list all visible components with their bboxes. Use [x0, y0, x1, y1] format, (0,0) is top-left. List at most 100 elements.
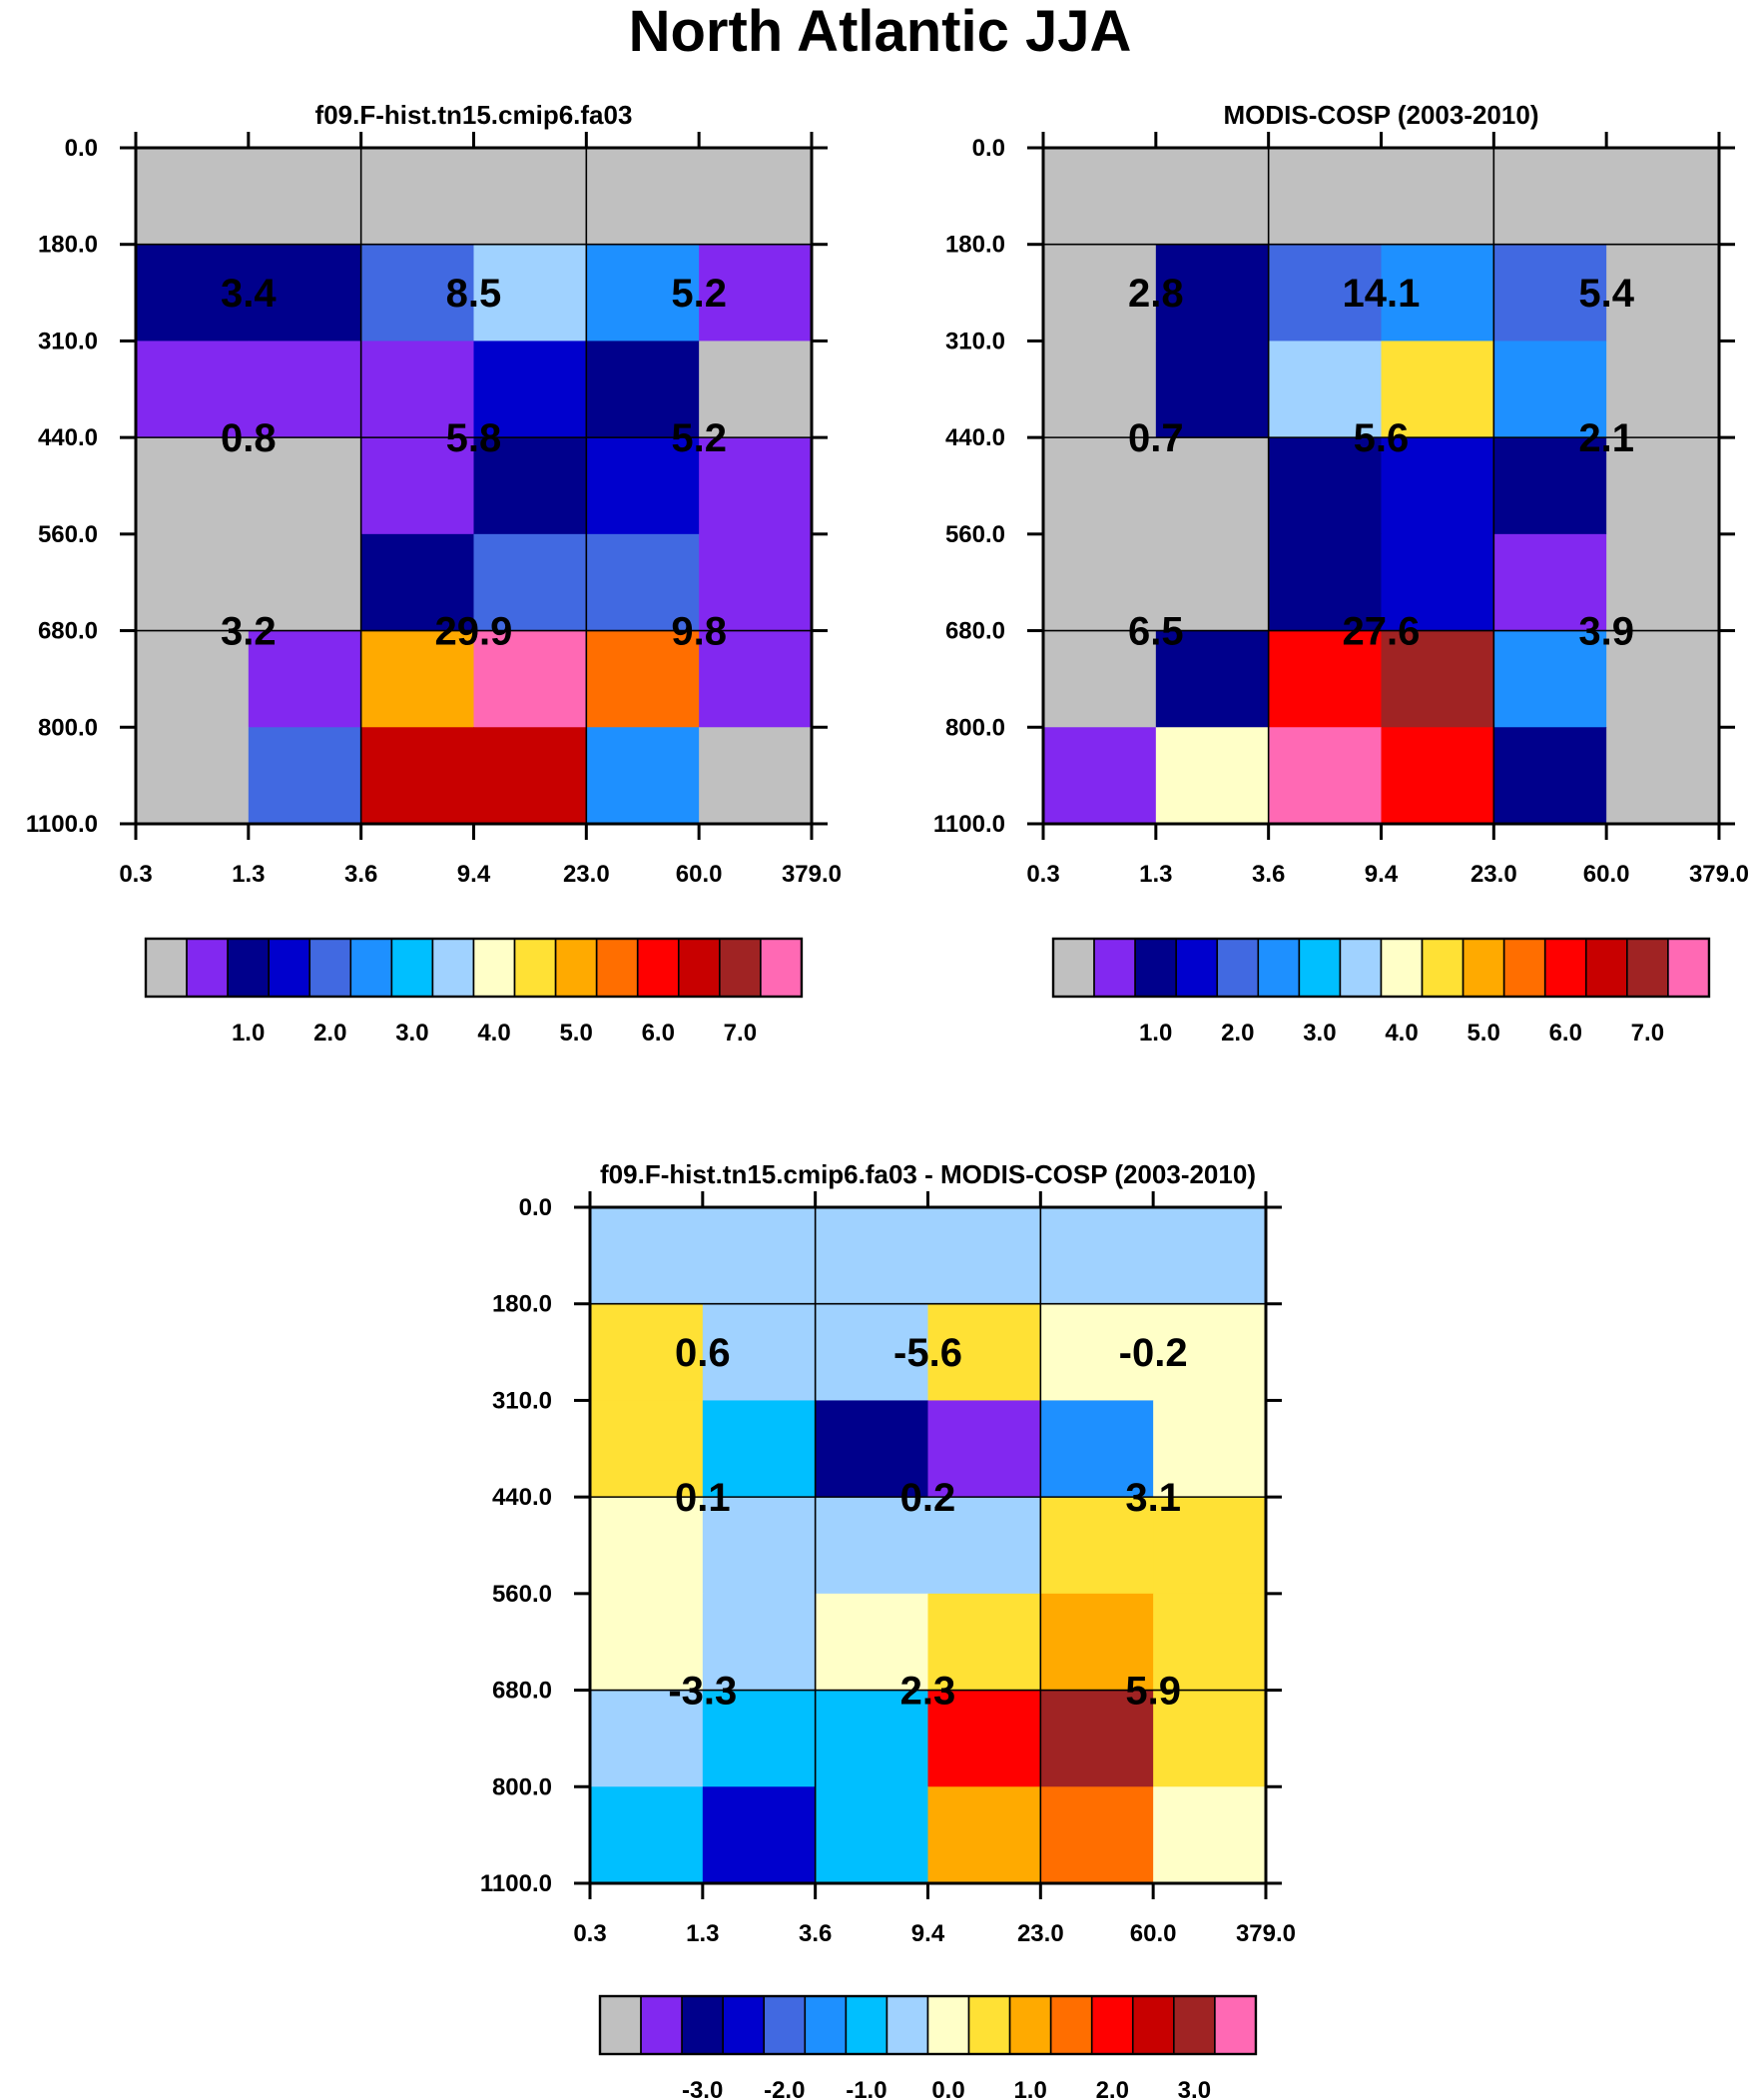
heatmap-cell [927, 1207, 1041, 1305]
heatmap-cell [1493, 727, 1607, 825]
heatmap-cell [1493, 341, 1607, 438]
heatmap-cell [1493, 148, 1607, 246]
colorbar-label: -1.0 [846, 2077, 886, 2100]
summary-value: -0.2 [1119, 1331, 1188, 1375]
summary-value: 2.3 [900, 1670, 956, 1714]
summary-value: 8.5 [446, 272, 502, 316]
y-tick-label: 310.0 [945, 328, 1005, 354]
heatmap-cell [1043, 533, 1157, 632]
heatmap-cell [586, 148, 700, 246]
heatmap-cell [927, 1593, 1041, 1692]
y-tick-label: 560.0 [945, 521, 1005, 548]
heatmap-cell [473, 727, 587, 825]
heatmap-cell [927, 1690, 1041, 1787]
colorbar: -3.0 -2.0 -1.0 0.0 1.0 2.0 3.0 [598, 1994, 1258, 2100]
x-tick-label: 379.0 [1236, 1920, 1296, 1947]
heatmap-cell [586, 341, 700, 438]
colorbar-swatch [1257, 938, 1301, 998]
heatmap-cell [927, 1400, 1041, 1498]
colorbar-label: 6.0 [642, 1020, 675, 1047]
heatmap-cell [815, 1593, 929, 1692]
heatmap-cell [1381, 630, 1494, 728]
heatmap-cell [360, 341, 475, 438]
x-tick-label: 379.0 [1689, 861, 1749, 888]
x-tick-label: 0.3 [1026, 861, 1059, 888]
heatmap-cell [1381, 148, 1494, 246]
heatmap-cell [136, 533, 250, 632]
x-tick-label: 9.4 [911, 1920, 945, 1947]
heatmap-cell [586, 727, 700, 825]
colorbar-swatch [186, 938, 229, 998]
colorbar: 1.0 2.0 3.0 4.0 5.0 6.0 7.0 [1051, 937, 1711, 1047]
x-tick-label: 3.6 [344, 861, 377, 888]
heatmap-cell [702, 1690, 817, 1787]
y-tick-label: 560.0 [38, 521, 98, 548]
heatmap-cell [1493, 437, 1607, 535]
heatmap-cell [702, 1497, 817, 1595]
heatmap-cell [1493, 630, 1607, 728]
heatmap-cell [1043, 341, 1157, 438]
colorbar-frame [1051, 937, 1711, 999]
summary-value: 0.1 [675, 1476, 731, 1520]
heatmap-panel-3: f09.F-hist.tn15.cmip6.fa03 - MODIS-COSP … [480, 1159, 1296, 2100]
colorbar-swatch [1052, 938, 1095, 998]
heatmap-cell [248, 244, 362, 343]
heatmap-panel-2: MODIS-COSP (2003-2010) 0.0 180.0 310.0 440.0… [933, 100, 1749, 1047]
colorbar-label: 7.0 [724, 1020, 757, 1047]
heatmap-cell [586, 533, 700, 632]
heatmap-cell [1268, 727, 1383, 825]
heatmap-cell [590, 1786, 704, 1884]
heatmap-cell [473, 630, 587, 728]
colorbar-label: 6.0 [1549, 1020, 1582, 1047]
colorbar-swatch [1667, 938, 1710, 998]
y-tick-label: 1100.0 [933, 811, 1005, 838]
y-tick-label: 440.0 [492, 1484, 552, 1511]
heatmap-cell [1606, 533, 1720, 632]
colorbar-swatch [554, 938, 598, 998]
y-tick-label: 680.0 [945, 618, 1005, 645]
colorbar-swatch [1462, 938, 1505, 998]
colorbar-swatch [1049, 1995, 1093, 2055]
heatmap-cell [590, 1303, 704, 1402]
colorbar-label: 3.0 [395, 1020, 428, 1047]
heatmap-cell [248, 148, 362, 246]
summary-value: 5.2 [671, 272, 727, 316]
heatmap-cell [699, 148, 813, 246]
colorbar-swatch [472, 938, 516, 998]
heatmap-cell [1040, 1690, 1154, 1787]
colorbar-swatch [349, 938, 393, 998]
heatmap-cell [1268, 437, 1383, 535]
heatmap-cell [590, 1593, 704, 1692]
colorbar-swatch [1339, 938, 1383, 998]
summary-value: 3.2 [221, 610, 277, 654]
heatmap-cell [473, 437, 587, 535]
heatmap-cell [586, 630, 700, 728]
y-tick-label: 680.0 [38, 618, 98, 645]
heatmap-cell [360, 437, 475, 535]
x-tick-label: 3.6 [1252, 861, 1285, 888]
colorbar-swatch [1543, 938, 1587, 998]
colorbar-frame [598, 1994, 1258, 2056]
summary-value: 3.4 [221, 272, 277, 316]
heatmap-cell [473, 148, 587, 246]
heatmap-cell [1268, 341, 1383, 438]
summary-value: 5.6 [1354, 416, 1410, 460]
heatmap-cell [699, 727, 813, 825]
summary-value: -5.6 [893, 1331, 962, 1375]
summary-value: 29.9 [435, 610, 513, 654]
heatmap-cell [815, 1690, 929, 1787]
heatmap-cell [699, 437, 813, 535]
y-tick-label: 560.0 [492, 1581, 552, 1608]
colorbar: 1.0 2.0 3.0 4.0 5.0 6.0 7.0 [144, 937, 804, 1047]
colorbar-swatch [640, 1995, 683, 2055]
colorbar-label: 5.0 [559, 1020, 592, 1047]
heatmap-cell [1040, 1303, 1154, 1402]
colorbar-swatch [1173, 1995, 1216, 2055]
heatmap-cell [1268, 630, 1383, 728]
colorbar-label: 5.0 [1467, 1020, 1499, 1047]
colorbar-label: 4.0 [477, 1020, 510, 1047]
colorbar-swatch [1214, 1995, 1257, 2055]
panel-title: MODIS-COSP (2003-2010) [1224, 100, 1539, 130]
colorbar-swatch [145, 938, 188, 998]
y-tick-label: 180.0 [945, 232, 1005, 259]
